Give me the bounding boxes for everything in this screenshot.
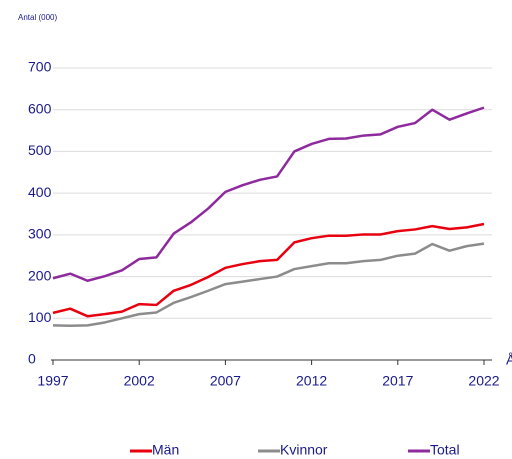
- y-tick-label: 600: [28, 100, 52, 116]
- y-tick-label: 200: [28, 267, 52, 283]
- y-tick-label: 700: [28, 59, 52, 75]
- x-tick-label: 2007: [210, 373, 241, 389]
- series-line: [52, 242, 485, 328]
- legend-label: Total: [430, 442, 460, 458]
- x-axis-label: År: [506, 352, 512, 368]
- y-axis-label: Antal (000): [18, 13, 57, 22]
- legend-label: Män: [152, 442, 179, 458]
- y-tick-label: 0: [28, 351, 36, 367]
- y-tick-label: 100: [28, 309, 52, 325]
- x-tick-label: 2017: [382, 373, 413, 389]
- series-line: [52, 222, 485, 318]
- y-tick-label: 500: [28, 142, 52, 158]
- y-tick-label: 400: [28, 184, 52, 200]
- x-tick-label: 1997: [37, 373, 68, 389]
- y-tick-label: 300: [28, 226, 52, 242]
- series-line: [52, 106, 485, 282]
- x-tick-label: 2022: [468, 373, 499, 389]
- x-tick-label: 2002: [124, 373, 155, 389]
- legend-label: Kvinnor: [280, 442, 328, 458]
- x-tick-label: 2012: [296, 373, 327, 389]
